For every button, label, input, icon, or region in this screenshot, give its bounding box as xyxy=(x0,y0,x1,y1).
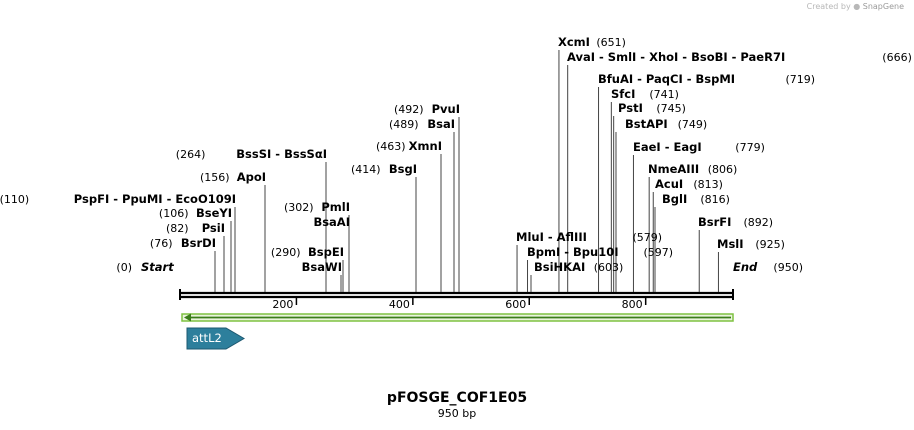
enzyme-position: (741) xyxy=(649,88,679,101)
enzyme-position: (264) xyxy=(176,148,206,161)
tick-label: 400 xyxy=(389,298,410,311)
enzyme-position: (492) xyxy=(394,103,424,116)
enzyme-position: (579) xyxy=(633,231,663,244)
start-position: (0) xyxy=(116,261,132,274)
enzyme-label: PmlI xyxy=(321,200,350,214)
enzyme-label: XcmI xyxy=(558,35,590,49)
enzyme-label: BssSI - BssSαI xyxy=(236,147,327,161)
enzyme-position: (463) xyxy=(376,140,406,153)
plasmid-title: pFOSGE_COF1E05 xyxy=(386,390,528,406)
enzyme-label: ApoI xyxy=(237,170,266,184)
enzyme-label: BseYI xyxy=(196,206,232,220)
enzyme-position: (666) xyxy=(882,51,912,64)
tick-label: 200 xyxy=(272,298,293,311)
enzyme-position: (749) xyxy=(678,118,708,131)
enzyme-position: (106) xyxy=(159,207,189,220)
enzyme-label: BfuAI - PaqCI - BspMI xyxy=(598,72,735,86)
enzyme-label: BsaI xyxy=(427,117,455,131)
enzyme-position: (651) xyxy=(596,36,626,49)
enzyme-position: (779) xyxy=(735,141,765,154)
enzyme-position: (489) xyxy=(389,118,419,131)
attl2-label: attL2 xyxy=(192,331,222,345)
enzyme-position: (925) xyxy=(755,238,785,251)
enzyme-label: NmeAIII xyxy=(648,162,699,176)
credit-text: Created by ● SnapGene xyxy=(807,2,904,11)
end-position: (950) xyxy=(773,261,803,274)
enzyme-position: (290) xyxy=(271,246,301,259)
plasmid-length: 950 bp xyxy=(437,407,477,420)
enzyme-label: PvuI xyxy=(432,102,460,116)
enzyme-position: (597) xyxy=(644,246,674,259)
enzyme-label: BsgI xyxy=(389,162,417,176)
credit-prefix: Created by xyxy=(806,2,851,11)
enzyme-position: (745) xyxy=(656,102,686,115)
enzyme-label: BsrDI xyxy=(181,236,216,250)
enzyme-position: (414) xyxy=(351,163,381,176)
enzyme-position: (603) xyxy=(594,261,624,274)
end-label: End xyxy=(733,260,758,274)
enzyme-label: PsiI xyxy=(202,221,225,235)
enzyme-label: BglI xyxy=(662,192,687,206)
enzyme-position: (816) xyxy=(700,193,730,206)
enzyme-position: (156) xyxy=(200,171,230,184)
snapgene-logo-icon: ● xyxy=(853,2,861,11)
tick-label: 600 xyxy=(505,298,526,311)
enzyme-label: PspFI - PpuMI - EcoO109I xyxy=(74,192,236,206)
enzyme-position: (82) xyxy=(166,222,189,235)
enzyme-position: (813) xyxy=(693,178,723,191)
enzyme-position: (892) xyxy=(744,216,774,229)
enzyme-label: BpmI - Bpu10I xyxy=(527,245,619,259)
credit-brand: SnapGene xyxy=(862,2,904,11)
enzyme-label: BspEI xyxy=(308,245,344,259)
enzyme-label: PstI xyxy=(618,101,643,115)
enzyme-label: XmnI xyxy=(409,139,442,153)
enzyme-label: SfcI xyxy=(611,87,635,101)
enzyme-label: MluI - AflIII xyxy=(516,230,587,244)
attl2-label-box xyxy=(186,327,245,350)
enzyme-label: EaeI - EagI xyxy=(633,140,702,154)
enzyme-position: (76) xyxy=(150,237,173,250)
start-label: Start xyxy=(141,260,174,274)
attl2-arrowhead xyxy=(184,313,191,322)
enzyme-label: AvaI - SmlI - XhoI - BsoBI - PaeR7I xyxy=(567,50,785,64)
enzyme-position: (806) xyxy=(708,163,738,176)
enzyme-label: BsaAI xyxy=(313,215,350,229)
enzyme-label: AcuI xyxy=(655,177,683,191)
enzyme-position: (719) xyxy=(786,73,816,86)
enzyme-label: BstAPI xyxy=(625,117,668,131)
enzyme-position: (302) xyxy=(284,201,314,214)
enzyme-label: MslI xyxy=(717,237,744,251)
enzyme-label: BsaWI xyxy=(302,260,342,274)
enzyme-label: BsrFI xyxy=(698,215,731,229)
tick-label: 800 xyxy=(622,298,643,311)
enzyme-position: (110) xyxy=(0,193,29,206)
enzyme-label: BsiHKAI xyxy=(534,260,585,274)
